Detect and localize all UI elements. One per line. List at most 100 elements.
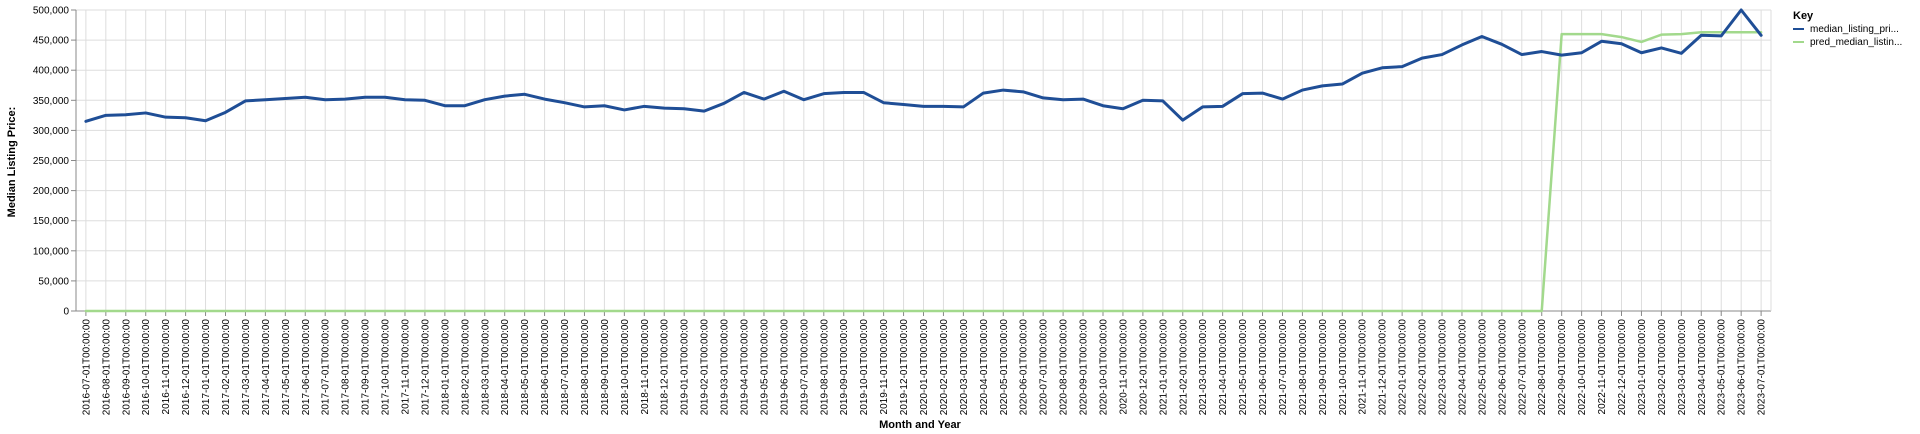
y-tick-label: 450,000 (33, 36, 70, 47)
y-tick-label: 50,000 (38, 276, 69, 287)
x-tick-label: 2022-10-01T00:00:00 (1577, 319, 1588, 416)
x-tick-label: 2018-11-01T00:00:00 (640, 319, 651, 415)
x-tick-label: 2023-05-01T00:00:00 (1717, 319, 1728, 416)
y-tick-label: 250,000 (33, 156, 70, 167)
x-tick-label: 2020-12-01T00:00:00 (1138, 319, 1149, 416)
x-tick-label: 2021-07-01T00:00:00 (1278, 319, 1289, 416)
x-tick-label: 2023-03-01T00:00:00 (1677, 319, 1688, 416)
x-tick-label: 2019-07-01T00:00:00 (799, 319, 810, 416)
x-tick-label: 2023-06-01T00:00:00 (1737, 319, 1748, 416)
y-axis-title: Median Listing Price: (6, 107, 18, 218)
x-tick-label: 2018-05-01T00:00:00 (520, 319, 531, 416)
x-tick-label: 2022-05-01T00:00:00 (1477, 319, 1488, 416)
x-tick-label: 2017-09-01T00:00:00 (361, 319, 372, 416)
x-tick-label: 2020-04-01T00:00:00 (979, 319, 990, 416)
x-tick-label: 2016-12-01T00:00:00 (181, 319, 192, 416)
x-tick-label: 2017-11-01T00:00:00 (400, 319, 411, 415)
x-tick-label: 2022-08-01T00:00:00 (1537, 319, 1548, 416)
x-tick-label: 2016-07-01T00:00:00 (81, 319, 92, 416)
x-tick-label: 2017-07-01T00:00:00 (321, 319, 332, 416)
y-tick-label: 400,000 (33, 66, 70, 77)
x-tick-label: 2021-11-01T00:00:00 (1358, 319, 1369, 415)
y-tick-label: 200,000 (33, 186, 70, 197)
x-tick-label: 2021-09-01T00:00:00 (1318, 319, 1329, 416)
x-tick-label: 2017-02-01T00:00:00 (221, 319, 232, 416)
x-tick-label: 2016-08-01T00:00:00 (101, 319, 112, 416)
x-tick-label: 2019-04-01T00:00:00 (740, 319, 751, 416)
x-tick-label: 2022-09-01T00:00:00 (1557, 319, 1568, 416)
x-tick-label: 2016-09-01T00:00:00 (121, 319, 132, 416)
x-tick-label: 2018-06-01T00:00:00 (540, 319, 551, 416)
x-tick-label: 2021-01-01T00:00:00 (1158, 319, 1169, 416)
x-tick-label: 2023-01-01T00:00:00 (1637, 319, 1648, 416)
x-tick-label: 2022-04-01T00:00:00 (1457, 319, 1468, 416)
x-tick-label: 2019-03-01T00:00:00 (720, 319, 731, 416)
x-tick-label: 2018-08-01T00:00:00 (580, 319, 591, 416)
x-tick-label: 2017-08-01T00:00:00 (341, 319, 352, 416)
x-tick-label: 2022-11-01T00:00:00 (1597, 319, 1608, 415)
x-tick-label: 2021-02-01T00:00:00 (1178, 319, 1189, 416)
x-tick-label: 2020-01-01T00:00:00 (919, 319, 930, 416)
x-tick-label: 2018-09-01T00:00:00 (600, 319, 611, 416)
x-tick-label: 2021-03-01T00:00:00 (1198, 319, 1209, 416)
x-tick-label: 2022-02-01T00:00:00 (1418, 319, 1429, 416)
y-tick-label: 150,000 (33, 216, 70, 227)
x-tick-label: 2023-04-01T00:00:00 (1697, 319, 1708, 416)
y-tick-label: 0 (63, 307, 69, 318)
y-tick-label: 350,000 (33, 96, 70, 107)
y-tick-label: 500,000 (33, 6, 70, 17)
x-tick-label: 2020-07-01T00:00:00 (1039, 319, 1050, 416)
series-line-median-listing-price (84, 8, 1763, 123)
series-lines (84, 8, 1763, 313)
x-tick-label: 2016-11-01T00:00:00 (161, 319, 172, 415)
x-tick-label: 2020-05-01T00:00:00 (999, 319, 1010, 416)
x-tick-label: 2018-07-01T00:00:00 (560, 319, 571, 416)
x-tick-label: 2019-09-01T00:00:00 (839, 319, 850, 416)
x-tick-label: 2021-05-01T00:00:00 (1238, 319, 1249, 416)
x-tick-label: 2021-06-01T00:00:00 (1258, 319, 1269, 416)
x-tick-label: 2020-03-01T00:00:00 (959, 319, 970, 416)
x-tick-label: 2019-10-01T00:00:00 (859, 319, 870, 416)
x-tick-label: 2020-06-01T00:00:00 (1019, 319, 1030, 416)
x-tick-label: 2019-12-01T00:00:00 (899, 319, 910, 416)
x-tick-label: 2019-05-01T00:00:00 (759, 319, 770, 416)
legend-label: median_listing_pri... (1810, 24, 1899, 35)
x-tick-label: 2017-04-01T00:00:00 (261, 319, 272, 416)
x-tick-label: 2022-01-01T00:00:00 (1398, 319, 1409, 416)
x-tick-label: 2018-01-01T00:00:00 (440, 319, 451, 416)
axes: 0 50,000 100,000 150,000 200,000 250,000 300,0… (33, 6, 1772, 416)
x-axis-title: Month and Year (879, 419, 961, 431)
x-tick-label: 2021-04-01T00:00:00 (1218, 319, 1229, 416)
x-tick-label: 2019-02-01T00:00:00 (700, 319, 711, 416)
x-tick-label: 2021-08-01T00:00:00 (1298, 319, 1309, 416)
x-tick-label: 2019-08-01T00:00:00 (819, 319, 830, 416)
x-tick-label: 2018-03-01T00:00:00 (480, 319, 491, 416)
x-tick-label: 2022-03-01T00:00:00 (1438, 319, 1449, 416)
x-tick-label: 2018-12-01T00:00:00 (660, 319, 671, 416)
x-tick-label: 2022-12-01T00:00:00 (1617, 319, 1628, 416)
y-tick-label: 300,000 (33, 126, 70, 137)
x-tick-label: 2020-02-01T00:00:00 (939, 319, 950, 416)
x-tick-label: 2023-07-01T00:00:00 (1757, 319, 1768, 416)
x-tick-label: 2017-12-01T00:00:00 (420, 319, 431, 416)
legend-title: Key (1793, 10, 1814, 22)
legend-label: pred_median_listin... (1810, 37, 1902, 48)
x-tick-label: 2019-06-01T00:00:00 (779, 319, 790, 416)
x-tick-label: 2020-08-01T00:00:00 (1059, 319, 1070, 416)
x-tick-label: 2023-02-01T00:00:00 (1657, 319, 1668, 416)
x-tick-label: 2021-10-01T00:00:00 (1338, 319, 1349, 416)
x-tick-label: 2022-06-01T00:00:00 (1497, 319, 1508, 416)
x-tick-label: 2017-06-01T00:00:00 (301, 319, 312, 416)
x-tick-label: 2020-09-01T00:00:00 (1079, 319, 1090, 416)
x-tick-label: 2017-10-01T00:00:00 (381, 319, 392, 416)
x-tick-label: 2018-02-01T00:00:00 (460, 319, 471, 416)
gridlines (76, 9, 1771, 312)
x-tick-label: 2020-11-01T00:00:00 (1118, 319, 1129, 415)
y-tick-label: 100,000 (33, 246, 70, 257)
x-tick-label: 2019-11-01T00:00:00 (879, 319, 890, 415)
x-tick-label: 2021-12-01T00:00:00 (1378, 319, 1389, 416)
x-tick-label: 2017-03-01T00:00:00 (241, 319, 252, 416)
series-line-pred-median-listing-price (84, 31, 1763, 313)
x-tick-label: 2019-01-01T00:00:00 (680, 319, 691, 416)
